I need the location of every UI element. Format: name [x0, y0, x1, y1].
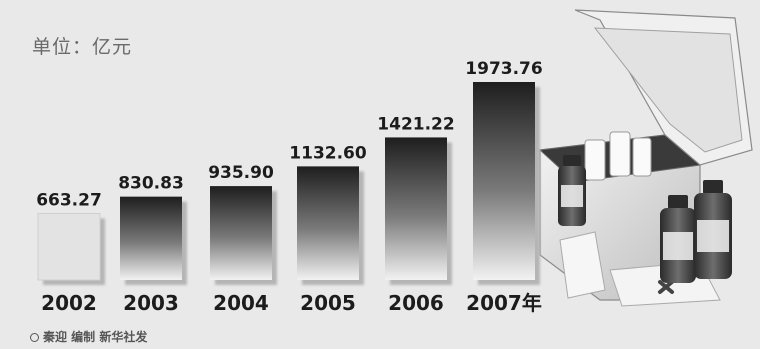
- bar-2005: [297, 166, 359, 280]
- bar-2006: [385, 137, 447, 280]
- value-label-2007年: 1973.76: [465, 59, 542, 79]
- medicine-bottle-icon: [558, 155, 586, 226]
- value-label-2006: 1421.22: [377, 114, 454, 134]
- bar-2003: [120, 196, 182, 280]
- credit-circle-icon: [30, 333, 39, 342]
- category-label-2002: 2002: [41, 291, 97, 315]
- category-label-2004: 2004: [213, 291, 269, 315]
- bar-series: [37, 82, 540, 285]
- bar-2004: [210, 186, 272, 280]
- bar-2007年: [473, 82, 535, 280]
- category-labels: 2002 2003 2004 2005 2006 2007年: [41, 291, 542, 315]
- category-label-2006: 2006: [388, 291, 444, 315]
- unit-label: 单位：亿元: [32, 36, 133, 58]
- credit-line: 秦迎 编制 新华社发: [30, 328, 147, 345]
- value-label-2002: 663.27: [36, 190, 102, 210]
- medicine-bottle-icon: [660, 195, 696, 283]
- medical-kit-illustration: [538, 9, 753, 307]
- value-label-2004: 935.90: [208, 163, 274, 183]
- category-label-2005: 2005: [300, 291, 356, 315]
- value-labels: 663.27 830.83 935.90 1132.60 1421.22 1973.76: [36, 59, 543, 210]
- value-label-2005: 1132.60: [289, 143, 367, 163]
- bar-2002: [37, 212, 101, 281]
- credit-text: 秦迎 编制 新华社发: [43, 330, 148, 344]
- medicine-bottle-icon: [694, 180, 732, 279]
- value-label-2003: 830.83: [118, 174, 184, 194]
- category-label-2007年: 2007年: [466, 291, 542, 315]
- category-label-2003: 2003: [123, 291, 179, 315]
